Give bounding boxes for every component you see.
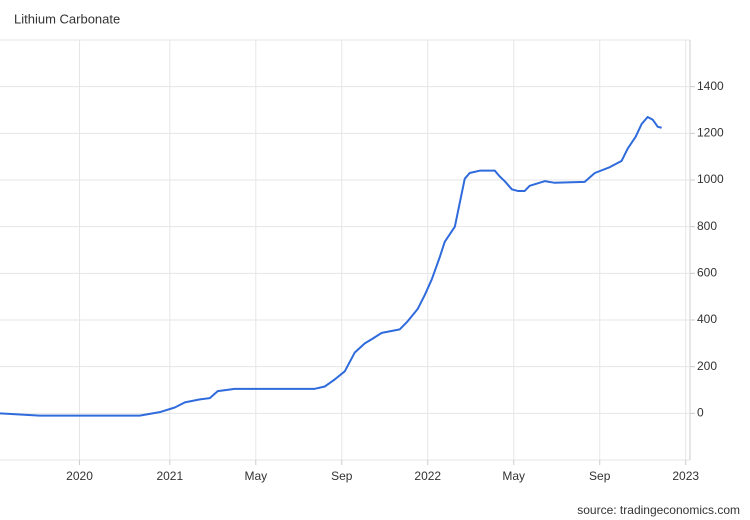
y-tick-label: 200 <box>697 359 717 373</box>
y-tick-label: 800 <box>697 219 717 233</box>
y-tick-label: 1000 <box>697 172 724 186</box>
source: source: tradingeconomics.com <box>577 503 740 517</box>
chart-title: Lithium Carbonate <box>14 11 120 26</box>
x-tick-label: Sep <box>589 469 611 483</box>
x-tick-label: 2021 <box>156 469 183 483</box>
line-series <box>0 116 662 417</box>
y-tick-label: 0 <box>697 406 704 420</box>
x-tick-label: May <box>244 469 267 483</box>
x-tick-label: Sep <box>331 469 353 483</box>
x-tick-label: 2020 <box>66 469 93 483</box>
y-tick-label: 1400 <box>697 79 724 93</box>
y-tick-label: 1200 <box>697 126 724 140</box>
x-tick-label: 2022 <box>414 469 441 483</box>
x-tick-label: 2023 <box>672 469 699 483</box>
x-tick-label: May <box>502 469 525 483</box>
y-tick-label: 600 <box>697 266 717 280</box>
y-tick-label: 400 <box>697 312 717 326</box>
